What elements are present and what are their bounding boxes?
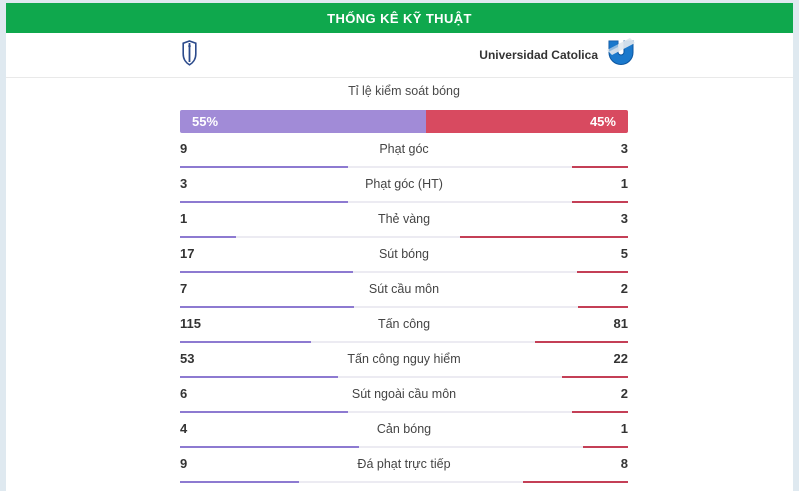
stat-home-bar <box>180 236 236 238</box>
stat-home-value: 9 <box>180 456 188 471</box>
stat-label: Tấn công <box>377 316 431 331</box>
stat-home-value: 1 <box>180 211 188 226</box>
stat-away-bar <box>522 481 628 483</box>
stat-label: Thẻ vàng <box>377 211 431 226</box>
stat-away-bar <box>535 341 628 343</box>
stat-label: Cản bóng <box>376 421 432 436</box>
stat-away-bar <box>562 376 628 378</box>
possession-bar: 55% 45% <box>180 110 628 133</box>
stat-home-bar <box>180 411 348 413</box>
stat-label: Phạt góc <box>379 141 429 156</box>
stat-away-bar <box>460 236 628 238</box>
stats-header: THỐNG KÊ KỸ THUẬT <box>6 3 793 33</box>
stat-away-value: 81 <box>613 316 628 331</box>
stat-track <box>180 236 628 238</box>
stat-row: 4 Cản bóng 1 <box>180 416 628 451</box>
stat-home-value: 9 <box>180 141 188 156</box>
stat-away-value: 2 <box>620 386 628 401</box>
stat-home-value: 4 <box>180 421 188 436</box>
stat-home-value: 17 <box>180 246 195 261</box>
stat-home-bar <box>180 271 354 273</box>
stat-home-bar <box>180 166 348 168</box>
stat-track <box>180 166 628 168</box>
stat-row: 115 Tấn công 81 <box>180 311 628 346</box>
stat-row: 3 Phạt góc (HT) 1 <box>180 171 628 206</box>
stat-label: Sút bóng <box>378 246 430 261</box>
stats-list: 9 Phạt góc 3 3 Phạt góc (HT) 1 1 Thẻ vàn… <box>180 136 628 486</box>
stat-row: 9 Phạt góc 3 <box>180 136 628 171</box>
stat-track <box>180 446 628 448</box>
stat-row: 1 Thẻ vàng 3 <box>180 206 628 241</box>
away-team-name: Universidad Catolica <box>479 48 598 62</box>
stat-track <box>180 376 628 378</box>
stat-away-bar <box>578 306 628 308</box>
stat-row: 7 Sút cầu môn 2 <box>180 276 628 311</box>
stat-away-bar <box>583 446 628 448</box>
stat-home-bar <box>180 376 339 378</box>
stat-track <box>180 201 628 203</box>
stat-home-bar <box>180 446 360 448</box>
stat-home-bar <box>180 306 355 308</box>
possession-label: Tỉ lệ kiểm soát bóng <box>348 84 460 98</box>
home-team-logo <box>181 39 197 71</box>
stat-label: Sút ngoài cầu môn <box>351 386 457 401</box>
possession-away-segment: 45% <box>426 110 628 133</box>
stat-away-bar <box>572 411 628 413</box>
stat-home-value: 7 <box>180 281 188 296</box>
stat-home-value: 3 <box>180 176 188 191</box>
stat-away-value: 3 <box>620 141 628 156</box>
stat-away-bar <box>577 271 628 273</box>
stat-track <box>180 481 628 483</box>
stat-away-value: 1 <box>620 176 628 191</box>
teams-row: Universidad Catolica <box>6 33 793 78</box>
page-title: THỐNG KÊ KỸ THUẬT <box>327 10 472 26</box>
stat-away-value: 8 <box>620 456 628 471</box>
stat-row: 9 Đá phạt trực tiếp 8 <box>180 451 628 486</box>
stat-away-value: 22 <box>613 351 628 366</box>
stat-home-value: 115 <box>180 316 201 331</box>
stat-home-value: 6 <box>180 386 188 401</box>
stat-away-value: 5 <box>620 246 628 261</box>
stat-away-value: 1 <box>620 421 628 436</box>
stat-label: Phạt góc (HT) <box>365 176 443 191</box>
stat-label: Đá phạt trực tiếp <box>357 456 451 471</box>
stat-label: Tấn công nguy hiểm <box>347 351 461 366</box>
stat-away-value: 2 <box>620 281 628 296</box>
stat-row: 6 Sút ngoài cầu môn 2 <box>180 381 628 416</box>
stat-label: Sút cầu môn <box>368 281 440 296</box>
stat-row: 17 Sút bóng 5 <box>180 241 628 276</box>
possession-home-pct: 55% <box>192 114 219 129</box>
stat-home-bar <box>180 201 348 203</box>
stat-track <box>180 271 628 273</box>
stat-home-value: 53 <box>180 351 195 366</box>
stat-track <box>180 411 628 413</box>
possession-home-segment: 55% <box>180 110 427 133</box>
stat-row: 53 Tấn công nguy hiểm 22 <box>180 346 628 381</box>
stat-home-bar <box>180 481 299 483</box>
possession-away-pct: 45% <box>589 114 616 129</box>
stat-away-value: 3 <box>620 211 628 226</box>
away-team: Universidad Catolica <box>479 38 636 72</box>
shield-icon <box>181 39 197 71</box>
stat-home-bar <box>180 341 312 343</box>
stat-track <box>180 306 628 308</box>
stat-away-bar <box>572 166 628 168</box>
match-stats-card: THỐNG KÊ KỸ THUẬT Universidad Catolica <box>6 3 793 491</box>
stat-track <box>180 341 628 343</box>
stat-away-bar <box>572 201 628 203</box>
u-crest-icon <box>606 38 636 72</box>
